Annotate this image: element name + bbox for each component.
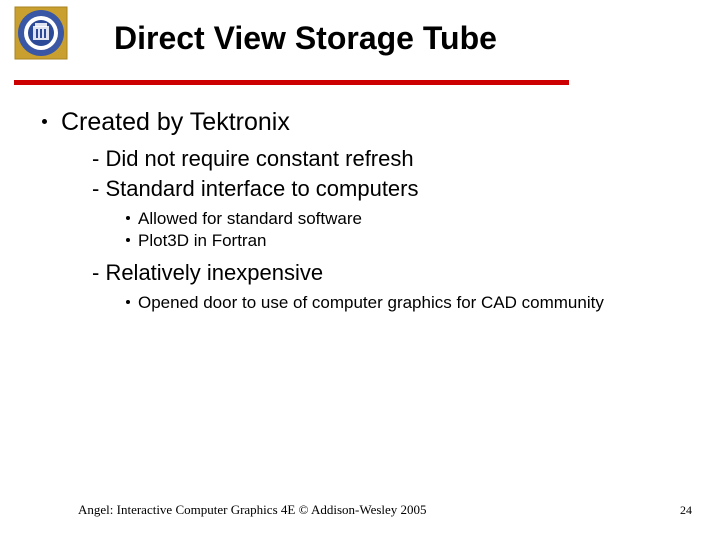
slide-content: Created by Tektronix - Did not require c… bbox=[60, 108, 680, 314]
bullet-level3: Plot3D in Fortran bbox=[126, 230, 680, 251]
bullet-level2: - Standard interface to computers bbox=[92, 175, 680, 203]
footer-citation: Angel: Interactive Computer Graphics 4E … bbox=[78, 502, 427, 518]
level3-text: Opened door to use of computer graphics … bbox=[138, 293, 604, 312]
title-divider bbox=[14, 80, 569, 85]
bullet-icon bbox=[126, 300, 130, 304]
bullet-level1: Created by Tektronix bbox=[60, 108, 680, 137]
level1-text: Created by Tektronix bbox=[61, 108, 290, 136]
level3-text: Allowed for standard software bbox=[138, 209, 362, 228]
bullet-level3: Allowed for standard software bbox=[126, 208, 680, 229]
bullet-level3: Opened door to use of computer graphics … bbox=[126, 292, 680, 313]
slide-title: Direct View Storage Tube bbox=[114, 20, 497, 57]
bullet-level2: - Relatively inexpensive bbox=[92, 259, 680, 287]
university-logo bbox=[14, 6, 68, 60]
bullet-icon bbox=[126, 216, 130, 220]
bullet-icon bbox=[42, 119, 47, 124]
bullet-level2: - Did not require constant refresh bbox=[92, 145, 680, 173]
page-number: 24 bbox=[680, 503, 692, 518]
level3-text: Plot3D in Fortran bbox=[138, 231, 267, 250]
bullet-icon bbox=[126, 238, 130, 242]
